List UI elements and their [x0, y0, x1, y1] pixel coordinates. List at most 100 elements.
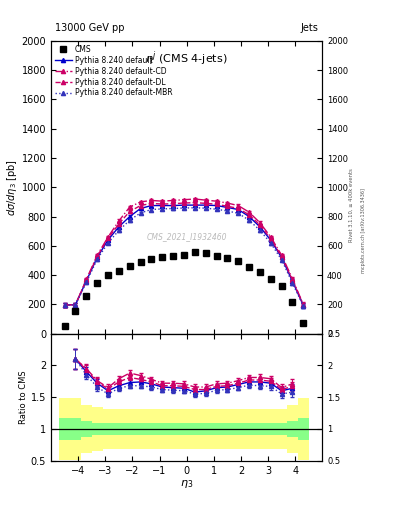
CMS	[160, 253, 165, 260]
Pythia 8.240 default-MBR	[149, 206, 154, 212]
Pythia 8.240 default-CD	[127, 204, 132, 210]
Pythia 8.240 default-DL	[247, 211, 252, 218]
CMS	[106, 272, 110, 278]
CMS	[301, 319, 306, 326]
Pythia 8.240 default-MBR	[171, 205, 175, 211]
Pythia 8.240 default	[182, 202, 186, 208]
Pythia 8.240 default-CD	[171, 197, 175, 203]
Line: CMS: CMS	[62, 249, 306, 328]
Pythia 8.240 default	[257, 224, 262, 230]
Pythia 8.240 default-MBR	[116, 227, 121, 233]
CMS	[127, 263, 132, 269]
Pythia 8.240 default-DL	[279, 253, 284, 260]
CMS	[73, 308, 78, 314]
X-axis label: $\eta_3$: $\eta_3$	[180, 478, 193, 490]
Pythia 8.240 default-MBR	[290, 280, 295, 286]
Pythia 8.240 default-CD	[290, 275, 295, 282]
Pythia 8.240 default-MBR	[257, 227, 262, 233]
Text: Jets: Jets	[301, 23, 318, 33]
Pythia 8.240 default-DL	[301, 302, 306, 308]
CMS	[171, 253, 175, 259]
Pythia 8.240 default-MBR	[203, 205, 208, 211]
Pythia 8.240 default	[149, 202, 154, 208]
Pythia 8.240 default-CD	[193, 196, 197, 202]
Pythia 8.240 default-CD	[106, 234, 110, 240]
Pythia 8.240 default-CD	[116, 218, 121, 224]
Pythia 8.240 default-DL	[84, 277, 89, 283]
Pythia 8.240 default-DL	[257, 222, 262, 228]
Pythia 8.240 default	[62, 302, 67, 308]
Pythia 8.240 default-MBR	[225, 208, 230, 214]
Pythia 8.240 default-MBR	[95, 256, 99, 262]
CMS	[149, 256, 154, 262]
Line: Pythia 8.240 default-MBR: Pythia 8.240 default-MBR	[62, 206, 305, 308]
Pythia 8.240 default-MBR	[182, 205, 186, 211]
CMS	[138, 259, 143, 265]
Pythia 8.240 default-DL	[116, 221, 121, 227]
Pythia 8.240 default-DL	[127, 208, 132, 215]
Pythia 8.240 default-DL	[73, 302, 78, 308]
Pythia 8.240 default-MBR	[279, 257, 284, 263]
Pythia 8.240 default-CD	[138, 199, 143, 205]
Pythia 8.240 default-CD	[279, 252, 284, 258]
Pythia 8.240 default-MBR	[106, 240, 110, 246]
Pythia 8.240 default-CD	[203, 197, 208, 203]
Pythia 8.240 default	[138, 205, 143, 211]
Pythia 8.240 default-CD	[236, 202, 241, 208]
Pythia 8.240 default-MBR	[301, 303, 306, 309]
Pythia 8.240 default-CD	[84, 276, 89, 283]
Pythia 8.240 default	[279, 254, 284, 261]
Pythia 8.240 default-DL	[203, 200, 208, 206]
Pythia 8.240 default	[84, 278, 89, 284]
Pythia 8.240 default-MBR	[62, 302, 67, 308]
Pythia 8.240 default	[127, 214, 132, 220]
Text: 13000 GeV pp: 13000 GeV pp	[55, 23, 125, 33]
Pythia 8.240 default	[214, 202, 219, 208]
CMS	[116, 268, 121, 274]
Pythia 8.240 default	[203, 202, 208, 208]
Text: Rivet 3.1.10, ≥ 400k events: Rivet 3.1.10, ≥ 400k events	[349, 168, 354, 242]
Pythia 8.240 default-MBR	[73, 302, 78, 308]
Pythia 8.240 default-MBR	[138, 210, 143, 216]
Pythia 8.240 default-DL	[290, 277, 295, 283]
Pythia 8.240 default-DL	[193, 200, 197, 206]
Pythia 8.240 default	[95, 254, 99, 261]
CMS	[214, 253, 219, 259]
Pythia 8.240 default-DL	[214, 201, 219, 207]
Pythia 8.240 default-DL	[138, 202, 143, 208]
Pythia 8.240 default-CD	[301, 302, 306, 308]
Y-axis label: Ratio to CMS: Ratio to CMS	[19, 370, 28, 424]
CMS	[225, 254, 230, 261]
CMS	[290, 298, 295, 305]
Pythia 8.240 default-MBR	[193, 205, 197, 211]
Line: Pythia 8.240 default-DL: Pythia 8.240 default-DL	[62, 201, 305, 307]
Pythia 8.240 default-DL	[268, 236, 273, 242]
Pythia 8.240 default	[193, 202, 197, 208]
Pythia 8.240 default-MBR	[127, 217, 132, 223]
CMS	[268, 276, 273, 283]
Pythia 8.240 default	[171, 202, 175, 208]
Pythia 8.240 default-MBR	[268, 240, 273, 246]
Pythia 8.240 default-MBR	[160, 206, 165, 212]
Pythia 8.240 default-DL	[160, 201, 165, 207]
Pythia 8.240 default	[290, 278, 295, 284]
Y-axis label: $d\sigma/d\eta_3$ [pb]: $d\sigma/d\eta_3$ [pb]	[5, 159, 19, 216]
CMS	[62, 323, 67, 329]
Pythia 8.240 default-MBR	[214, 206, 219, 212]
Pythia 8.240 default-MBR	[236, 210, 241, 217]
Pythia 8.240 default-DL	[95, 253, 99, 260]
Pythia 8.240 default-MBR	[84, 280, 89, 286]
Pythia 8.240 default-DL	[106, 236, 110, 242]
Pythia 8.240 default	[301, 302, 306, 308]
Line: Pythia 8.240 default: Pythia 8.240 default	[62, 203, 305, 307]
Pythia 8.240 default-DL	[62, 302, 67, 308]
Pythia 8.240 default	[73, 302, 78, 308]
Pythia 8.240 default-CD	[247, 209, 252, 215]
Pythia 8.240 default	[106, 237, 110, 243]
Pythia 8.240 default	[247, 214, 252, 220]
Pythia 8.240 default	[268, 237, 273, 243]
CMS	[84, 293, 89, 300]
Pythia 8.240 default-DL	[225, 203, 230, 209]
Pythia 8.240 default-CD	[95, 252, 99, 259]
Pythia 8.240 default-CD	[73, 302, 78, 308]
